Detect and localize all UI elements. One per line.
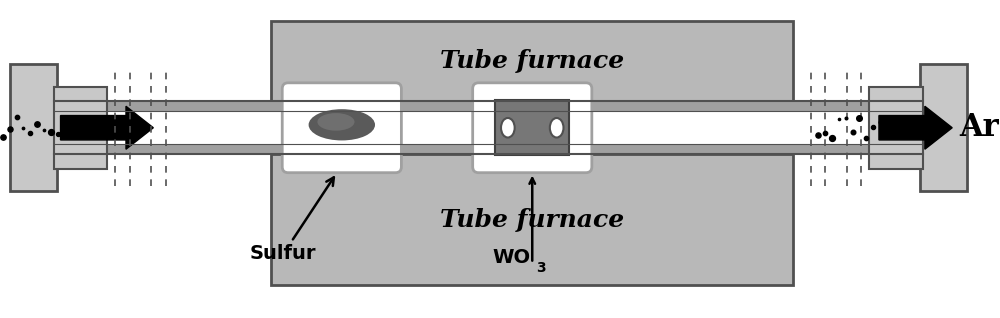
Ellipse shape <box>550 118 564 137</box>
Text: 3: 3 <box>536 261 546 275</box>
FancyArrow shape <box>879 106 952 149</box>
FancyArrow shape <box>61 106 153 149</box>
Bar <box>271 21 793 101</box>
Bar <box>54 87 107 169</box>
Text: Tube furnace: Tube furnace <box>440 208 624 232</box>
Ellipse shape <box>317 113 355 131</box>
Bar <box>920 64 967 191</box>
Bar <box>495 100 569 155</box>
Text: WO: WO <box>492 248 530 267</box>
FancyBboxPatch shape <box>473 83 592 173</box>
Bar <box>271 154 793 285</box>
Ellipse shape <box>309 109 375 141</box>
Text: Tube furnace: Tube furnace <box>440 49 624 73</box>
Ellipse shape <box>501 118 515 137</box>
Bar <box>10 64 57 191</box>
FancyBboxPatch shape <box>282 83 401 173</box>
Bar <box>869 87 923 169</box>
Text: Ar: Ar <box>959 112 999 143</box>
Text: Sulfur: Sulfur <box>250 177 334 264</box>
